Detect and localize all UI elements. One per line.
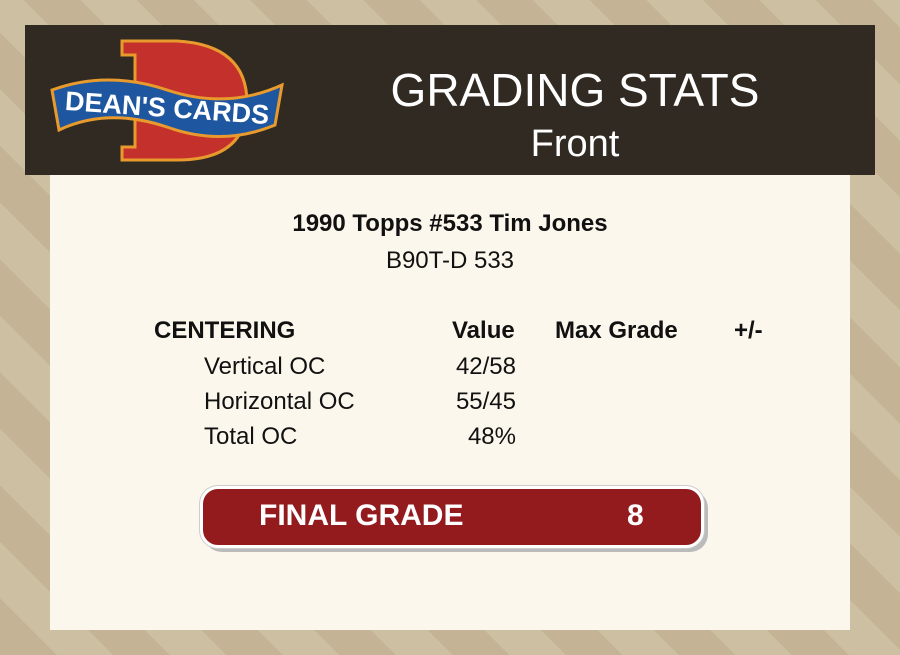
header-max-grade: Max Grade xyxy=(555,317,678,344)
header-plus-minus: +/- xyxy=(734,317,763,344)
header-centering: CENTERING xyxy=(154,317,296,344)
header: DEAN'S CARDS GRADING STATS Front xyxy=(25,25,875,175)
deans-cards-logo: DEAN'S CARDS xyxy=(50,39,284,162)
page-title: GRADING STATS xyxy=(390,64,760,116)
header-value: Value xyxy=(452,317,515,344)
row-value: 48% xyxy=(467,423,516,450)
page-subtitle: Front xyxy=(530,123,620,165)
row-value: 42/58 xyxy=(455,353,516,380)
row-label: Horizontal OC xyxy=(204,388,355,415)
final-grade-badge: FINAL GRADE 8 xyxy=(200,486,704,548)
final-grade-label: FINAL GRADE xyxy=(259,499,464,532)
row-label: Total OC xyxy=(204,423,298,450)
row-label: Vertical OC xyxy=(204,353,326,380)
row-value: 55/45 xyxy=(455,388,516,415)
card-name: 1990 Topps #533 Tim Jones xyxy=(292,210,608,237)
card-code: B90T-D 533 xyxy=(385,247,515,274)
final-grade-value: 8 xyxy=(627,499,644,532)
stats-panel: 1990 Topps #533 Tim Jones B90T-D 533 CEN… xyxy=(50,175,850,630)
